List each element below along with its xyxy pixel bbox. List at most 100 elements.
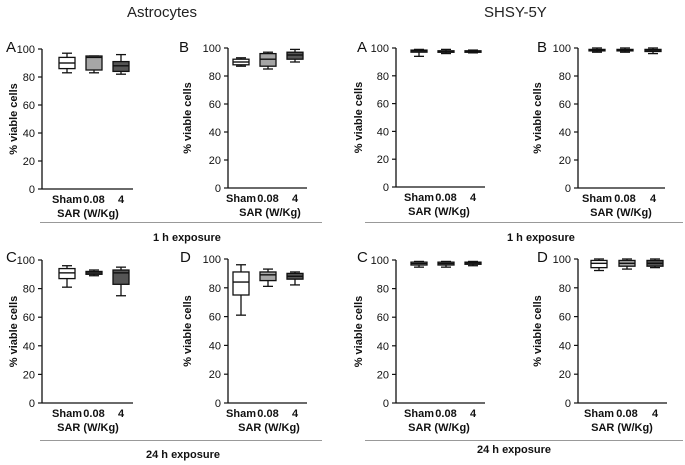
box-iqr [85, 55, 103, 71]
y-tick-label: 40 [377, 341, 389, 353]
x-tick-label: 4 [650, 193, 657, 205]
x-axis-title: SAR (W/Kg) [57, 422, 119, 434]
y-tick-label: 40 [559, 340, 571, 352]
x-axis-title: SAR (W/Kg) [591, 422, 653, 434]
x-tick-label: 4 [470, 192, 477, 204]
y-tick-label: 80 [377, 71, 389, 83]
exposure-label-1h-left: 1 h exposure [153, 232, 221, 244]
y-tick-label: 60 [377, 312, 389, 324]
chart-panel-shsy-24h-D: D 0 20 40 60 80 100 Sham 0.08 4 SAR (W/Kg) % viable… [532, 249, 667, 434]
y-tick-label: 100 [371, 255, 389, 267]
y-tick-label: 40 [209, 127, 221, 139]
x-tick-label: Sham [584, 408, 614, 420]
x-tick-label: 0.08 [83, 408, 104, 420]
divider-rule [365, 222, 683, 223]
box-4 [112, 53, 130, 75]
y-tick-label: 0 [565, 183, 571, 195]
panel-label: A [6, 39, 16, 56]
y-tick-label: 60 [23, 100, 35, 112]
box-4 [644, 47, 662, 55]
box-0.08 [85, 269, 103, 277]
box-Sham [232, 57, 250, 67]
y-tick-label: 20 [23, 156, 35, 168]
y-tick-label: 40 [209, 340, 221, 352]
section-title-astrocytes: Astrocytes [127, 4, 198, 21]
y-tick-label: 20 [209, 369, 221, 381]
y-tick-label: 80 [23, 284, 35, 296]
y-tick-label: 20 [377, 154, 389, 166]
x-axis-title: SAR (W/Kg) [590, 207, 652, 219]
y-tick-label: 60 [23, 312, 35, 324]
y-tick-label: 80 [377, 284, 389, 296]
y-tick-label: 60 [559, 312, 571, 324]
exposure-label-24h-right: 24 h exposure [477, 444, 551, 456]
y-axis-title: % viable cells [353, 82, 365, 154]
box-Sham [588, 47, 606, 53]
panel-label: D [180, 249, 191, 266]
panel-label: A [357, 39, 367, 56]
x-tick-label: 0.08 [435, 192, 456, 204]
exposure-label-1h-right: 1 h exposure [507, 232, 575, 244]
y-tick-label: 0 [383, 182, 389, 194]
box-Sham [232, 264, 250, 316]
y-axis-title: % viable cells [8, 83, 20, 155]
x-tick-label: Sham [226, 408, 256, 420]
x-tick-label: Sham [52, 194, 82, 206]
x-tick-label: 0.08 [257, 193, 278, 205]
x-tick-label: 0.08 [616, 408, 637, 420]
y-tick-label: 20 [559, 155, 571, 167]
chart-panel-shsy-1h-B: B 0 20 40 60 80 100 Sham 0.08 4 SAR (W/Kg) % viable… [532, 39, 665, 219]
y-tick-label: 100 [203, 254, 221, 266]
y-tick-label: 100 [203, 43, 221, 55]
y-tick-label: 100 [553, 43, 571, 55]
y-tick-label: 80 [559, 283, 571, 295]
box-iqr [590, 259, 608, 269]
x-tick-label: 0.08 [614, 193, 635, 205]
divider-rule [40, 440, 322, 441]
section-title-shsy5y: SHSY-5Y [484, 4, 547, 21]
y-tick-label: 100 [553, 254, 571, 266]
x-tick-label: Sham [404, 192, 434, 204]
x-tick-label: 4 [470, 408, 477, 420]
y-tick-label: 60 [209, 99, 221, 111]
x-axis-title: SAR (W/Kg) [57, 208, 119, 220]
y-tick-label: 100 [17, 255, 35, 267]
box-iqr [232, 271, 250, 296]
y-tick-label: 100 [17, 44, 35, 56]
box-0.08 [85, 55, 103, 74]
box-4 [112, 266, 130, 297]
y-axis-title: % viable cells [182, 82, 194, 154]
x-tick-label: 4 [118, 194, 125, 206]
y-tick-label: 0 [383, 398, 389, 410]
panel-label: C [6, 249, 17, 266]
box-0.08 [616, 47, 634, 53]
y-tick-label: 20 [209, 155, 221, 167]
box-4 [646, 258, 664, 269]
divider-rule [365, 440, 683, 441]
box-4 [464, 49, 482, 54]
chart-panel-astro-24h-D: D 0 20 40 60 80 100 Sham 0.08 4 SAR (W/Kg) % viable… [180, 249, 307, 434]
panel-label: B [537, 39, 547, 56]
y-tick-label: 20 [23, 369, 35, 381]
y-axis-title: % viable cells [8, 296, 20, 368]
y-tick-label: 0 [565, 398, 571, 410]
y-tick-label: 40 [377, 126, 389, 138]
x-tick-label: 4 [118, 408, 125, 420]
y-tick-label: 0 [29, 398, 35, 410]
box-Sham [58, 52, 76, 74]
panel-label: C [357, 249, 368, 266]
y-tick-label: 0 [29, 184, 35, 196]
box-Sham [410, 48, 428, 57]
box-iqr [58, 267, 76, 280]
x-axis-title: SAR (W/Kg) [408, 206, 470, 218]
y-axis-title: % viable cells [532, 82, 544, 154]
chart-panel-astro-1h-B: B 0 20 40 60 80 100 Sham 0.08 4 SAR (W/Kg) % viable… [179, 39, 307, 219]
box-0.08 [437, 48, 455, 55]
box-Sham [410, 260, 428, 268]
divider-rule [40, 222, 322, 223]
box-0.08 [437, 260, 455, 268]
box-iqr [259, 271, 277, 282]
y-axis-title: % viable cells [182, 295, 194, 367]
